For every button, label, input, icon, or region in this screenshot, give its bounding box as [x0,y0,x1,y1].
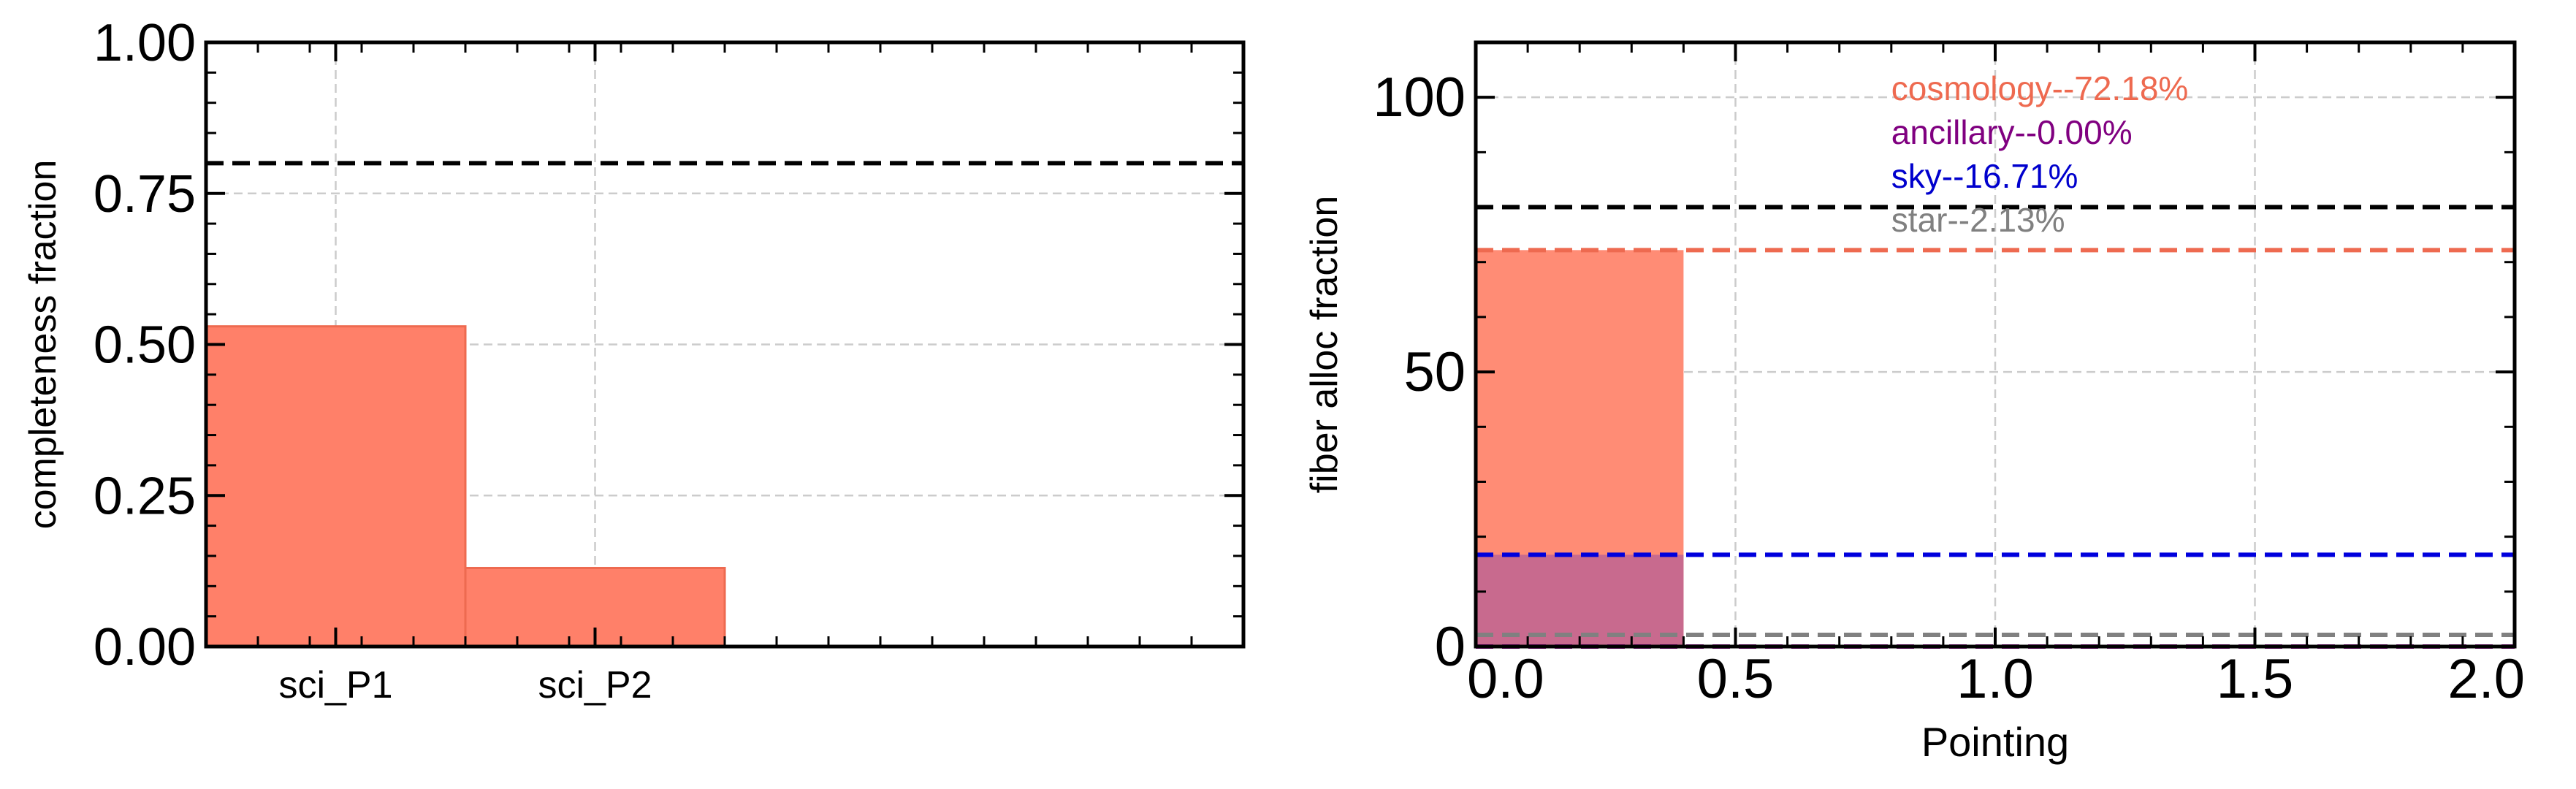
y-tick-label: 0.50 [94,316,196,375]
completeness-chart: 0.00 0.25 0.50 0.75 1.00 sci_P1 sci_P2 complet… [22,14,1246,706]
tick-labels: 0 50 100 0.0 0.5 1.0 1.5 2.0 [1373,66,2525,710]
x-tick-label: sci_P1 [278,664,392,706]
fiber-allocation-chart: 0 50 100 0.0 0.5 1.0 1.5 2.0 cosmology--72.18% a… [1303,40,2525,765]
plot-frame [204,40,1246,649]
x-tick-label: 1.0 [1956,648,2034,710]
plot-frame [1474,40,2517,649]
x-tick-label: 1.5 [2217,648,2294,710]
y-tick-label: 0 [1435,616,1466,678]
x-tick-label: 2.0 [2447,648,2525,710]
x-tick-label: sci_P2 [538,664,652,706]
bars [205,325,726,648]
x-axis-label: Pointing [1921,719,2069,765]
y-tick-label: 0.00 [94,618,196,676]
annotation-ancillary: ancillary--0.00% [1891,113,2133,151]
bar-sky [1476,554,1684,647]
x-tick-label: 0.5 [1697,648,1775,710]
annotations: cosmology--72.18% ancillary--0.00% sky--16… [1891,69,2189,239]
tick-labels: 0.00 0.25 0.50 0.75 1.00 sci_P1 sci_P2 [94,14,652,706]
y-axis-label: fiber alloc fraction [1303,196,1346,494]
y-tick-label: 100 [1373,66,1466,129]
y-tick-label: 0.75 [94,165,196,224]
bars [1476,250,1684,647]
y-tick-label: 50 [1403,341,1466,403]
annotation-cosmology: cosmology--72.18% [1891,69,2189,107]
x-tick-label: 0.0 [1467,648,1544,710]
y-axis-label: completeness fraction [22,160,64,530]
y-tick-label: 1.00 [94,14,196,72]
annotation-star: star--2.13% [1891,201,2065,239]
bar-sci_P1 [205,325,467,648]
annotation-sky: sky--16.71% [1891,157,2078,195]
y-tick-label: 0.25 [94,467,196,525]
